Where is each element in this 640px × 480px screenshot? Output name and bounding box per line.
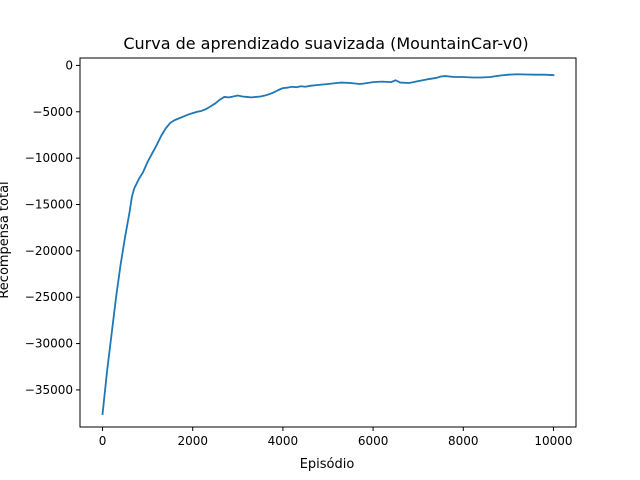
y-tick-label: −5000 bbox=[32, 105, 73, 119]
x-tick-label: 0 bbox=[99, 434, 107, 448]
x-axis-label: Episódio bbox=[300, 457, 355, 472]
x-tick-label: 8000 bbox=[448, 434, 479, 448]
y-tick-label: 0 bbox=[65, 58, 73, 72]
y-tick-label: −10000 bbox=[25, 151, 73, 165]
plot-frame bbox=[79, 57, 577, 428]
chart-title: Curva de aprendizado suavizada (Mountain… bbox=[123, 34, 528, 53]
plot-area: 0 2000 4000 6000 8000 10000 0 −5000 −10000 −15000… bbox=[25, 57, 577, 448]
y-tick-label: −25000 bbox=[25, 290, 73, 304]
y-tick-label: −20000 bbox=[25, 244, 73, 258]
x-tick-label: 4000 bbox=[268, 434, 299, 448]
x-tick-label: 6000 bbox=[358, 434, 389, 448]
y-tick-label: −15000 bbox=[25, 197, 73, 211]
y-tick-label: −30000 bbox=[25, 337, 73, 351]
y-tick-label: −35000 bbox=[25, 383, 73, 397]
series-line-0 bbox=[101, 73, 555, 416]
y-axis-label: Recompensa total bbox=[0, 181, 12, 298]
x-tick-label: 2000 bbox=[177, 434, 208, 448]
x-tick-label: 10000 bbox=[534, 434, 572, 448]
